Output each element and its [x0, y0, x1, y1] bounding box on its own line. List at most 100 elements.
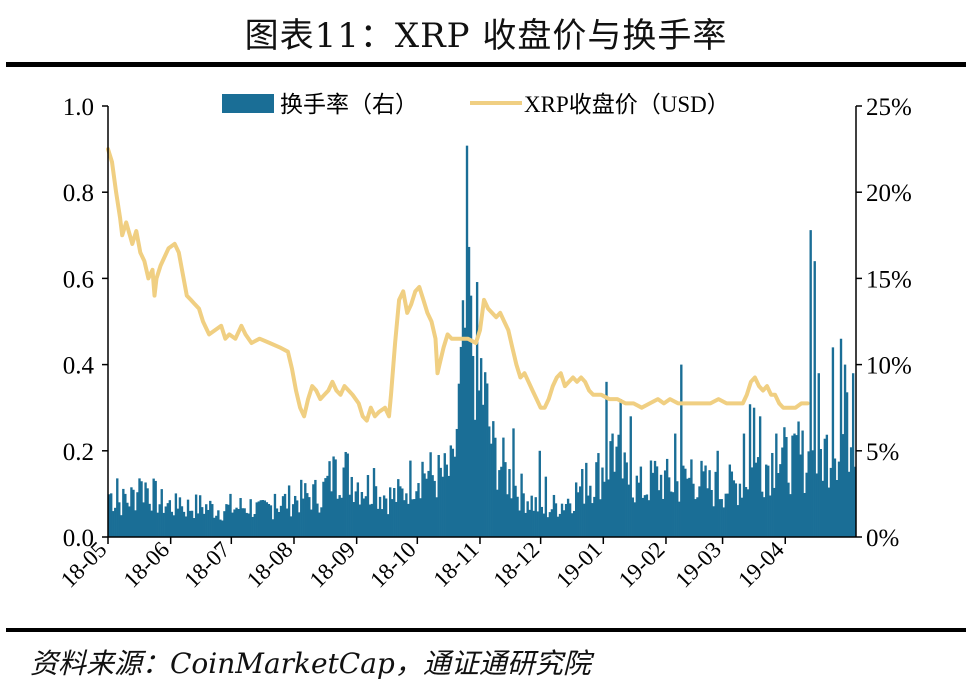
chart: 0.00.20.40.60.81.00%5%10%15%20%25%18-05 1… [56, 92, 912, 593]
turnover-bar [787, 482, 790, 537]
turnover-bar [128, 506, 131, 537]
turnover-bar [469, 295, 473, 537]
turnover-bar [156, 512, 159, 537]
turnover-bar [779, 464, 782, 537]
turnover-bar [566, 498, 570, 537]
turnover-bar [477, 390, 481, 537]
turnover-bar [767, 465, 770, 537]
turnover-bar [324, 478, 327, 537]
turnover-bar [819, 449, 822, 537]
turnover-bar [411, 499, 414, 537]
turnover-bar [734, 483, 738, 537]
turnover-bar [249, 499, 252, 537]
turnover-bar [251, 516, 254, 537]
turnover-bar [496, 489, 499, 537]
turnover-bar [712, 506, 715, 537]
turnover-bar [550, 509, 554, 537]
turnover-bar [346, 453, 349, 537]
turnover-bar [803, 492, 806, 537]
turnover-bar [316, 503, 319, 537]
turnover-bar [308, 497, 311, 537]
turnover-bar [409, 460, 412, 537]
turnover-bar [562, 510, 566, 537]
x-tick-label: 18-07 [179, 537, 235, 593]
turnover-bar [607, 479, 610, 537]
turnover-bar [180, 506, 184, 537]
turnover-bar [694, 499, 697, 537]
turnover-bar [508, 469, 511, 537]
turnover-bar [777, 473, 780, 537]
turnover-bar [152, 478, 155, 537]
turnover-bar [431, 475, 434, 537]
turnover-bar [463, 327, 467, 537]
turnover-bar [376, 508, 380, 537]
turnover-bar [172, 515, 176, 537]
turnover-bar [851, 373, 855, 537]
right-tick-label: 20% [866, 180, 912, 207]
turnover-bar [433, 480, 436, 537]
turnover-bar [336, 498, 339, 537]
turnover-bar [391, 499, 394, 537]
turnover-bar [746, 489, 750, 537]
turnover-bar [702, 471, 705, 537]
turnover-bar [718, 499, 721, 537]
turnover-bar [716, 450, 719, 537]
turnover-bar [178, 497, 182, 537]
turnover-bar [285, 508, 289, 537]
turnover-bar [841, 434, 845, 537]
turnover-bar [479, 358, 483, 537]
turnover-bar [708, 470, 711, 537]
turnover-bar [330, 491, 333, 537]
turnover-bar [368, 504, 372, 537]
turnover-bar [384, 498, 388, 537]
turnover-bar [653, 460, 657, 537]
turnover-bar [243, 508, 246, 537]
turnover-bar [756, 457, 760, 537]
turnover-bar [397, 479, 400, 537]
turnover-bar [190, 510, 194, 537]
turnover-bar [304, 483, 307, 537]
turnover-bar [451, 448, 455, 537]
turnover-bar [591, 503, 594, 537]
turnover-bar [704, 465, 707, 537]
turnover-bar [277, 512, 281, 537]
turnover-bar [597, 453, 600, 537]
turnover-bar [429, 452, 432, 537]
turnover-bar [714, 471, 717, 537]
turnover-bar [518, 510, 521, 537]
turnover-bar [641, 497, 645, 537]
turnover-bar [312, 484, 315, 537]
turnover-bar [791, 435, 794, 537]
turnover-bar [813, 261, 816, 537]
turnover-bar [425, 478, 428, 537]
turnover-bar [235, 507, 238, 537]
turnover-bar [593, 496, 596, 537]
turnover-bar [560, 503, 564, 537]
turnover-bar [132, 489, 135, 537]
x-tick-label: 18-11 [428, 537, 483, 592]
turnover-bar [259, 500, 262, 537]
x-tick-label: 18-09 [305, 537, 361, 593]
turnover-bar [827, 487, 831, 537]
turnover-bar [198, 495, 202, 537]
turnover-bar [473, 419, 477, 537]
turnover-bar [134, 510, 137, 537]
turnover-bar [498, 470, 501, 537]
turnover-bar [362, 498, 366, 537]
turnover-bar [579, 486, 582, 537]
turnover-bar [296, 500, 299, 537]
turnover-bar [461, 300, 465, 537]
turnover-bar [516, 496, 519, 537]
turnover-bar [837, 461, 841, 537]
turnover-bar [625, 462, 628, 537]
turnover-bar [291, 504, 295, 537]
turnover-bar [439, 467, 442, 537]
turnover-bar [680, 364, 683, 537]
legend-label-price: XRP收盘价（USD） [524, 92, 730, 117]
turnover-bar [488, 426, 491, 537]
turnover-bar [421, 461, 424, 537]
price-line [106, 147, 810, 423]
turnover-bar [203, 513, 206, 537]
turnover-bar [647, 500, 651, 537]
turnover-bar [459, 346, 463, 537]
